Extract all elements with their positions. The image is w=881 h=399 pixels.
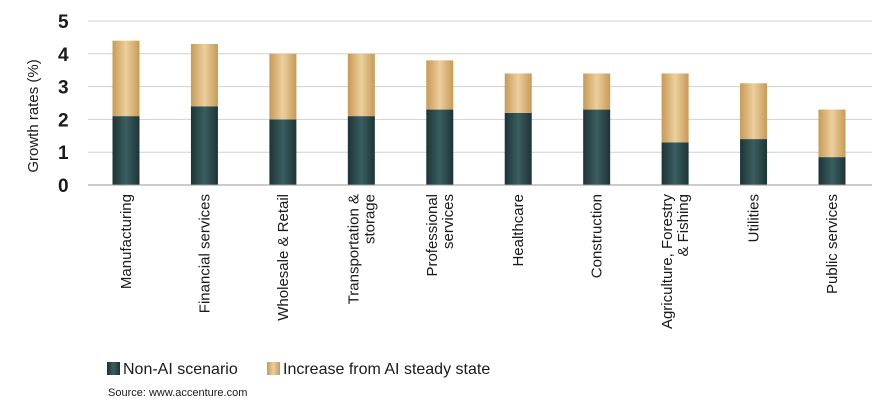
- bar-ai-increase: [818, 109, 846, 158]
- x-tick-label: Transportation &storage: [345, 194, 378, 304]
- x-tick-label: Financial services: [196, 194, 213, 313]
- bar-non-ai: [190, 106, 218, 185]
- x-tick-label: Wholesale & Retail: [275, 194, 292, 321]
- x-tick-label: Utilities: [746, 194, 763, 242]
- bar-non-ai: [740, 139, 768, 185]
- x-tick-label-line: Transportation &: [345, 194, 362, 304]
- bar-non-ai: [112, 116, 140, 185]
- bar-non-ai: [426, 109, 454, 185]
- bar-non-ai: [583, 109, 611, 185]
- bar-ai-increase: [269, 53, 297, 120]
- bar-non-ai: [269, 119, 297, 185]
- source-note: Source: www.accenture.com: [108, 387, 247, 399]
- x-tick-label-line: Utilities: [746, 194, 763, 242]
- legend: Non-AI scenario Increase from AI steady …: [107, 361, 490, 378]
- y-tick-label: 1: [58, 143, 69, 164]
- x-tick-label-line: & Fishing: [675, 194, 692, 257]
- x-tick-label-line: Professional: [424, 194, 441, 277]
- legend-item-non-ai: Non-AI scenario: [107, 361, 238, 378]
- x-tick-label-line: Agriculture, Forestry: [659, 194, 676, 330]
- x-tick-label-line: services: [440, 194, 457, 249]
- x-tick-label-line: Manufacturing: [118, 194, 135, 289]
- bar-ai-increase: [112, 40, 140, 117]
- legend-item-ai: Increase from AI steady state: [267, 361, 490, 378]
- y-tick-label: 4: [58, 45, 69, 66]
- x-tick-label: Construction: [589, 194, 606, 278]
- bar-ai-increase: [426, 60, 454, 110]
- y-axis-ticks: 0 1 2 3 4 5: [58, 12, 69, 197]
- x-tick-label: Professionalservices: [424, 194, 457, 277]
- legend-swatch-non-ai: [107, 362, 120, 375]
- bar-non-ai: [661, 142, 689, 185]
- bar-ai-increase: [190, 43, 218, 107]
- x-tick-label-line: Public services: [824, 194, 841, 294]
- legend-swatch-ai: [267, 362, 280, 375]
- x-tick-label: Public services: [824, 194, 841, 294]
- bar-non-ai: [818, 157, 846, 185]
- y-axis-label: Growth rates (%): [25, 59, 42, 172]
- bar-ai-increase: [504, 73, 532, 113]
- bar-ai-increase: [347, 53, 375, 117]
- y-tick-label: 5: [58, 12, 69, 33]
- legend-label-ai: Increase from AI steady state: [283, 361, 490, 378]
- x-tick-label-line: storage: [361, 194, 378, 244]
- x-tick-label: Manufacturing: [118, 194, 135, 289]
- y-tick-label: 2: [58, 110, 69, 131]
- bars: [112, 40, 846, 185]
- y-tick-label: 0: [58, 176, 69, 197]
- bar-ai-increase: [740, 83, 768, 140]
- y-tick-label: 3: [58, 78, 69, 99]
- legend-label-non-ai: Non-AI scenario: [123, 361, 238, 378]
- bar-non-ai: [347, 116, 375, 185]
- x-tick-label: Agriculture, Forestry& Fishing: [659, 194, 692, 330]
- x-tick-label-line: Financial services: [196, 194, 213, 313]
- x-tick-label-line: Wholesale & Retail: [275, 194, 292, 321]
- bar-non-ai: [504, 112, 532, 185]
- x-axis-ticks: Manufacturing Financial services Wholesale…: [118, 194, 841, 330]
- bar-ai-increase: [583, 73, 611, 110]
- x-tick-label-line: Construction: [589, 194, 606, 278]
- bar-ai-increase: [661, 73, 689, 143]
- x-tick-label: Healthcare: [510, 194, 527, 267]
- x-tick-label-line: Healthcare: [510, 194, 527, 267]
